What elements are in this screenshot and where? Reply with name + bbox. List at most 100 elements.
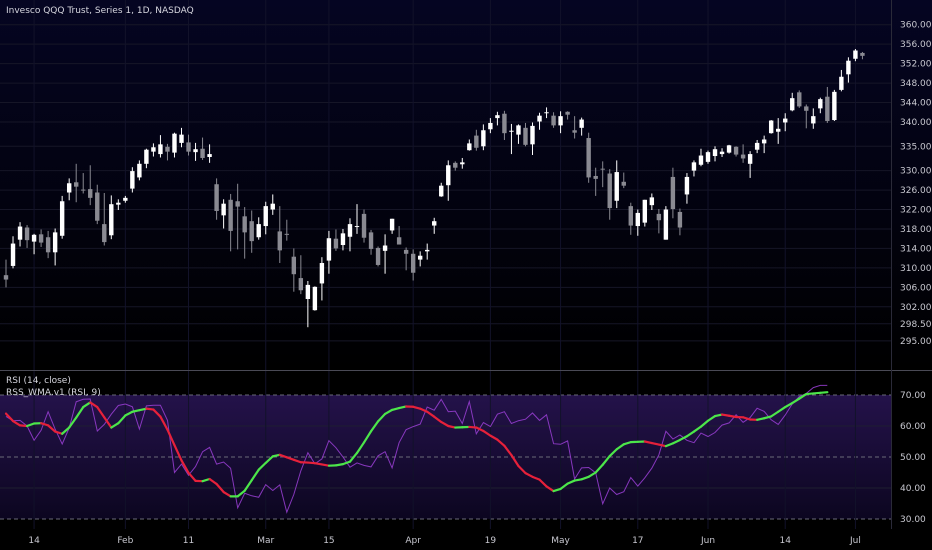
candle-up <box>614 160 619 209</box>
candle-body <box>705 152 711 162</box>
candle-up <box>558 111 563 134</box>
candle-up <box>116 199 121 211</box>
candle-up <box>319 257 325 301</box>
rss-segment-down <box>517 464 527 475</box>
candle-body <box>474 135 479 148</box>
candle-down <box>214 178 219 220</box>
candle-down <box>284 219 289 241</box>
rss-segment-up <box>110 422 120 429</box>
rss-segment-up <box>671 438 682 445</box>
candle-down <box>165 143 170 161</box>
candle-body <box>607 173 612 209</box>
rss-segment-up <box>138 407 148 412</box>
rss-segment-down <box>208 477 218 486</box>
rsi-tick-label: 70.00 <box>900 391 926 401</box>
rss-segment-down <box>320 463 331 467</box>
candle-up <box>382 234 388 274</box>
candle-body <box>228 199 233 231</box>
candle-body <box>382 245 388 251</box>
rsi-axis[interactable]: 70.00 60.00 50.00 40.00 30.00 <box>900 391 926 525</box>
candle-up <box>151 143 156 157</box>
candle-up <box>340 228 346 251</box>
candle-down <box>291 248 297 292</box>
rss-segment-up <box>685 430 696 438</box>
candle-body <box>214 184 219 211</box>
candle-body <box>74 182 79 187</box>
candle-body <box>151 147 156 152</box>
rss-segment-up <box>566 479 576 485</box>
candle-body <box>502 113 507 134</box>
rss-segment-down <box>433 415 443 424</box>
rss-segment-up <box>131 409 141 413</box>
rss-segment-down <box>215 482 225 494</box>
candle-up <box>52 228 58 266</box>
candle-body <box>432 221 437 226</box>
rss-segment-down <box>222 490 232 498</box>
candle-body <box>81 189 86 191</box>
candle-down <box>235 183 240 250</box>
candle-up <box>712 146 718 162</box>
rss-segment-down <box>47 424 57 433</box>
candle-up <box>347 218 353 252</box>
candle-down <box>45 230 51 259</box>
rss-segment-down <box>278 453 288 459</box>
candle-up <box>495 111 500 126</box>
rss-segment-down <box>412 405 422 410</box>
price-axis[interactable]: 360.00 356.00 352.00 348.00 344.00 340.00 335.… <box>900 21 932 347</box>
candle-body <box>312 286 318 311</box>
candle-down <box>228 193 233 252</box>
candle-down <box>474 129 479 151</box>
candle-body <box>263 206 268 227</box>
candle-down <box>410 249 416 281</box>
candle-body <box>719 151 725 155</box>
candle-body <box>389 218 395 231</box>
rss-segment-down <box>187 471 197 482</box>
candle-up <box>691 160 697 177</box>
candle-body <box>663 209 669 240</box>
time-tick-label: 14 <box>28 536 40 546</box>
rss-segment-down <box>11 419 22 427</box>
rss-segment-up <box>369 420 380 433</box>
candle-up <box>460 157 465 169</box>
candle-body <box>846 60 851 75</box>
candle-up <box>516 124 521 144</box>
candle-body <box>235 201 240 207</box>
candle-body <box>593 175 598 179</box>
candle-body <box>340 233 346 246</box>
candle-body <box>635 212 640 227</box>
candle-up <box>439 182 444 197</box>
candle-up <box>579 117 584 136</box>
rss-segment-down <box>292 458 302 464</box>
candle-body <box>670 176 676 210</box>
candle-body <box>761 139 767 144</box>
time-tick-label: Jul <box>849 536 861 546</box>
candle-down <box>670 167 676 219</box>
candle-body <box>467 143 472 151</box>
rss-segment-down <box>496 438 506 447</box>
candlestick-series <box>3 49 865 328</box>
candle-down <box>523 122 528 147</box>
candle-up <box>747 151 753 178</box>
price-tick-label: 340.00 <box>900 118 932 128</box>
rss-indicator-label[interactable]: RSS_WMA.v1 (RSI, 9) <box>6 388 101 398</box>
candle-up <box>768 120 774 134</box>
rsi-indicator-label[interactable]: RSI (14, close) <box>6 376 71 386</box>
rss-segment-up <box>61 426 71 435</box>
candle-body <box>137 163 142 178</box>
candle-body <box>410 253 416 273</box>
candle-down <box>333 229 339 251</box>
candle-down <box>453 161 458 171</box>
time-tick-label: May <box>551 536 570 546</box>
rsi-tick-label: 40.00 <box>900 484 926 494</box>
candle-body <box>530 125 535 145</box>
price-tick-label: 344.00 <box>900 99 932 109</box>
candle-body <box>839 76 844 90</box>
time-axis[interactable]: 14 Feb 11 Mar 15 Apr 19 May 17 Jun 14 Jul <box>28 536 860 546</box>
candle-body <box>453 162 458 168</box>
rss-segment-up <box>243 479 253 492</box>
rsi-tick-label: 50.00 <box>900 453 926 463</box>
price-tick-label: 330.00 <box>900 167 932 177</box>
candle-up <box>326 230 332 274</box>
candle-up <box>649 193 655 211</box>
